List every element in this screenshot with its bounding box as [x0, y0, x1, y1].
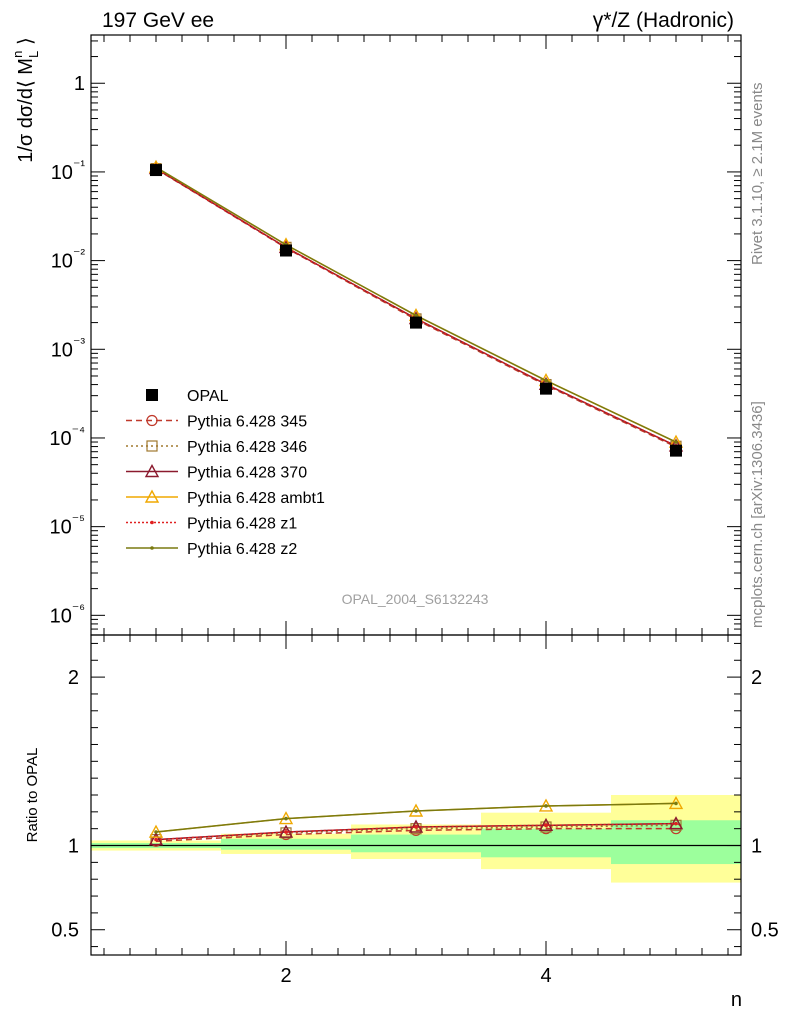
- ratio-point-z2: [544, 804, 548, 808]
- legend-label: Pythia 6.428 z1: [187, 516, 297, 533]
- legend-item-z1: Pythia 6.428 z1: [126, 516, 297, 533]
- ratio-ylabel: Ratio to OPAL: [24, 748, 41, 843]
- y-tick-label: 10⁻⁴: [49, 423, 85, 450]
- watermark: OPAL_2004_S6132243: [342, 591, 489, 607]
- ratio-point-z2: [674, 801, 678, 806]
- band-inner: [351, 834, 481, 853]
- ratio-point-z1: [414, 825, 418, 829]
- legend-label: Pythia 6.428 z2: [187, 541, 297, 558]
- x-tick-label: 4: [540, 965, 551, 987]
- header-right-title: γ*/Z (Hadronic): [593, 9, 734, 32]
- ratio-point-z2: [284, 816, 288, 821]
- ratio-y-tick-label-right: 2: [751, 667, 762, 689]
- ratio-y-tick-label: 0.5: [51, 920, 79, 942]
- x-tick-label: 2: [280, 965, 291, 987]
- y-tick-label: 1: [74, 73, 85, 95]
- legend-marker: [146, 389, 158, 401]
- legend-item-p346: Pythia 6.428 346: [126, 439, 307, 456]
- band-inner: [611, 820, 741, 865]
- x-axis-label: n: [731, 989, 742, 1011]
- y-tick-label: 10⁻²: [51, 246, 86, 273]
- series-ambt1: [148, 159, 684, 448]
- data-point-data: [410, 316, 422, 329]
- y-tick-label: 10⁻⁶: [50, 600, 85, 627]
- y-tick-label: 10⁻¹: [51, 157, 86, 184]
- data-point-data: [670, 444, 682, 457]
- ratio-point-z1: [544, 823, 548, 828]
- series-data: [150, 164, 682, 457]
- legend-item-ambt1: Pythia 6.428 ambt1: [126, 489, 325, 507]
- series-z2: [154, 165, 678, 444]
- legend-marker: [144, 464, 160, 478]
- y-tick-label: 10⁻³: [51, 334, 86, 361]
- main-panel: 1 10⁻¹ 10⁻² 10⁻³ 10⁻⁴ 10⁻⁵ 10⁻⁶: [49, 34, 742, 636]
- ratio-point-p346: [410, 823, 422, 835]
- legend-marker: [144, 489, 160, 503]
- ratio-point-p370: [148, 832, 164, 846]
- ratio-point-p346: [670, 819, 682, 831]
- series-line-ambt1: [155, 166, 677, 443]
- legend-marker: [150, 520, 154, 525]
- legend-label: Pythia 6.428 370: [187, 465, 307, 482]
- data-point-z2: [414, 313, 418, 318]
- ratio-y-tick-label-right: 0.5: [751, 920, 779, 942]
- mcplots-label: mcplots.cern.ch [arXiv:1306.3436]: [749, 401, 766, 628]
- legend: OPAL Pythia 6.428 345 Pythia 6.428 346 Pyth…: [126, 388, 325, 558]
- ratio-series-z2: [154, 801, 678, 834]
- ratio-point-z1: [154, 837, 158, 842]
- legend-label: Pythia 6.428 345: [187, 414, 307, 431]
- data-point-data: [280, 244, 292, 257]
- legend-label: OPAL: [187, 388, 229, 405]
- series-line-z2: [155, 166, 677, 443]
- data-point-z2: [544, 378, 548, 383]
- data-point-data: [540, 382, 552, 395]
- y-tick-label: 10⁻⁵: [50, 512, 85, 539]
- data-point-z2: [674, 440, 678, 444]
- ratio-y-tick-label: 1: [68, 836, 79, 858]
- legend-label: Pythia 6.428 346: [187, 439, 307, 456]
- ratio-y-tick-label: 2: [68, 667, 79, 689]
- header-left-title: 197 GeV ee: [102, 9, 214, 32]
- series-p346: [150, 163, 682, 452]
- legend-item-p370: Pythia 6.428 370: [126, 464, 307, 482]
- ratio-panel: 0.5 0.5 1 1 2 2 2 4: [51, 634, 779, 987]
- legend-marker: [150, 546, 154, 550]
- ratio-point-z1: [284, 830, 288, 834]
- series-line-z1: [155, 167, 677, 447]
- main-ylabel: 1/σ dσ/d⟨ MLn ⟩: [10, 37, 41, 163]
- rivet-label: Rivet 3.1.10, ≥ 2.1M events: [749, 83, 766, 266]
- ratio-line-p345: [155, 827, 676, 843]
- legend-item-z2: Pythia 6.428 z2: [126, 541, 297, 558]
- ratio-point-z2: [414, 809, 418, 813]
- ratio-point-z1: [674, 821, 678, 826]
- legend-label: Pythia 6.428 ambt1: [187, 490, 325, 507]
- ratio-point-p346: [540, 821, 552, 833]
- legend-item-data: OPAL: [146, 388, 229, 405]
- legend-marker: [146, 440, 158, 452]
- ratio-y-tick-label-right: 1: [751, 836, 762, 858]
- legend-marker: [146, 414, 158, 427]
- legend-item-p345: Pythia 6.428 345: [126, 414, 307, 431]
- ratio-point-z2: [154, 830, 158, 834]
- ratio-series-z1: [154, 821, 678, 842]
- band-inner: [221, 838, 351, 850]
- data-point-data: [150, 164, 162, 177]
- band-inner: [481, 828, 611, 858]
